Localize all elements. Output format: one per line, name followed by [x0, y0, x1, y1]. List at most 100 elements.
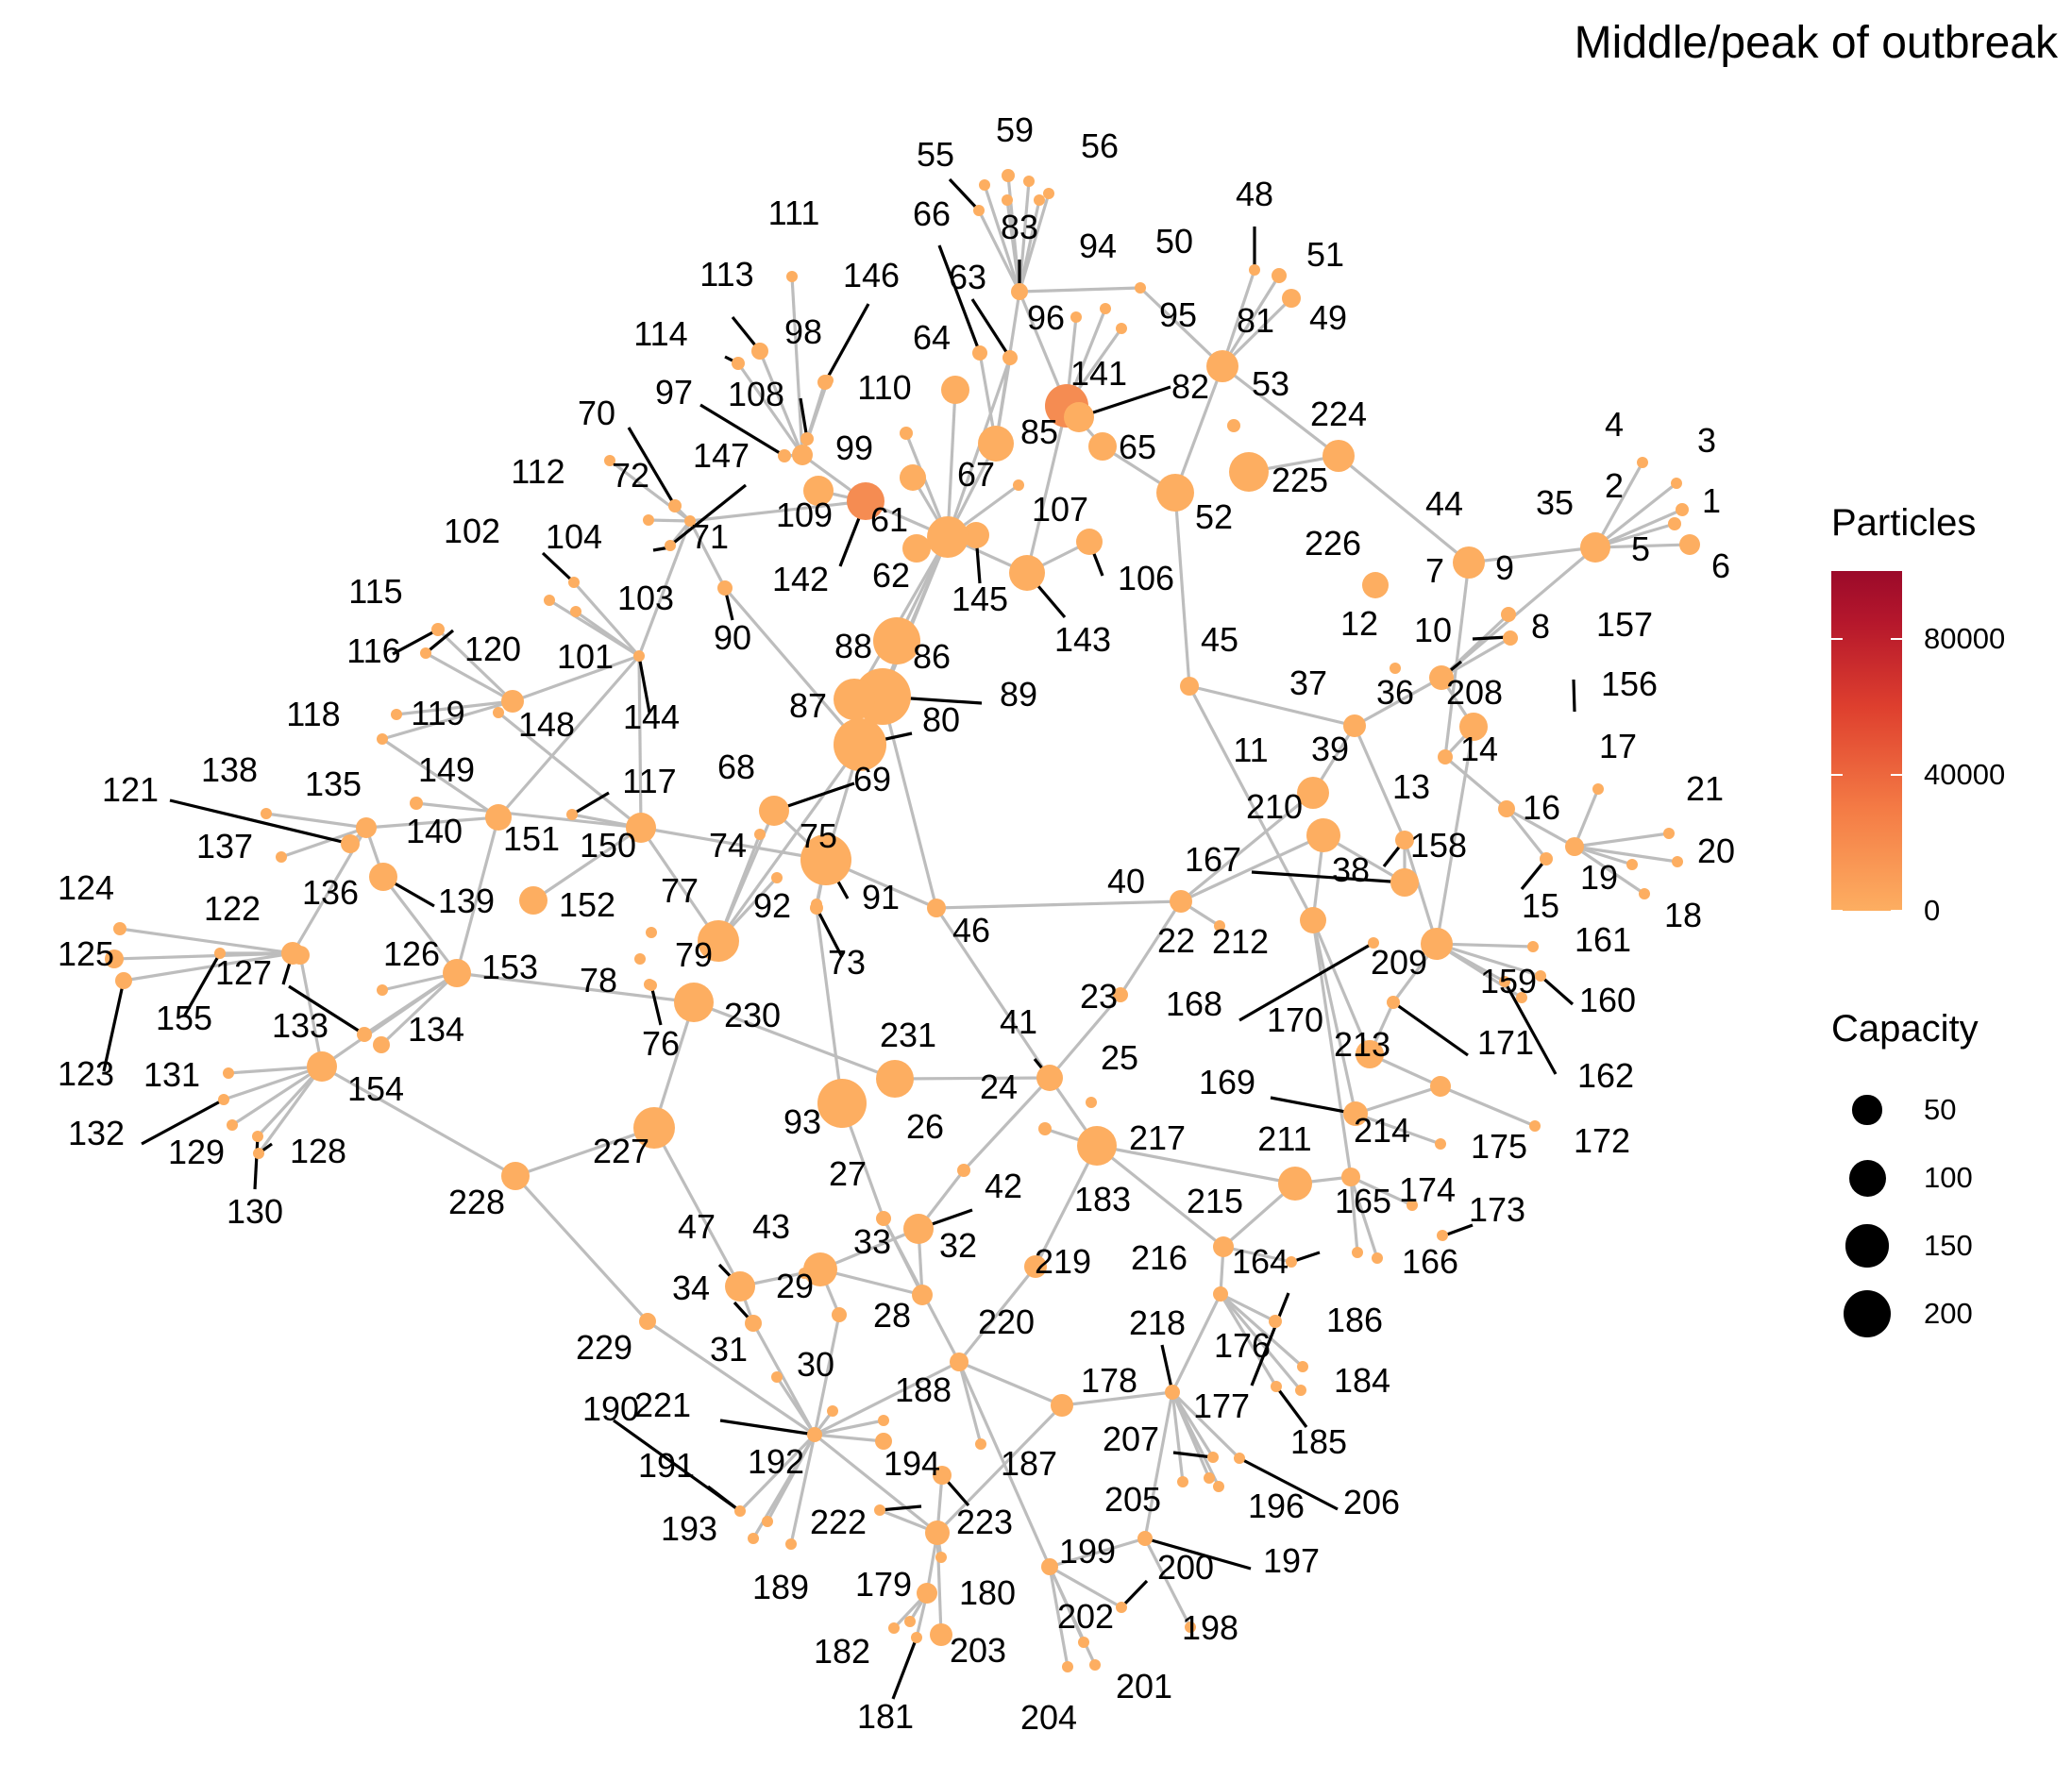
network-edge [1005, 199, 1021, 293]
node-label-82: 82 [1171, 367, 1209, 406]
node-label-114: 114 [633, 314, 687, 353]
node-label-48: 48 [1236, 175, 1273, 213]
network-edge [1018, 180, 1031, 293]
network-edge [119, 927, 294, 955]
node-label-18: 18 [1664, 896, 1702, 934]
node-label-56: 56 [1081, 126, 1119, 165]
network-node [223, 1067, 234, 1079]
node-label-14: 14 [1460, 730, 1498, 768]
network-edge [637, 655, 643, 829]
node-label-26: 26 [906, 1107, 944, 1146]
network-node [674, 983, 714, 1022]
node-label-88: 88 [834, 627, 872, 665]
node-label-204: 204 [1020, 1698, 1077, 1737]
network-node [214, 948, 226, 959]
network-edge [815, 907, 844, 1104]
network-edge [1220, 1292, 1276, 1323]
node-label-21: 21 [1686, 769, 1724, 808]
network-node [1343, 1101, 1368, 1126]
network-node [357, 1027, 372, 1042]
label-leader-line [699, 403, 785, 458]
network-edge [935, 907, 1052, 1079]
node-label-128: 128 [290, 1132, 346, 1170]
network-node [281, 942, 304, 965]
node-label-42: 42 [985, 1167, 1022, 1205]
node-label-185: 185 [1290, 1422, 1347, 1461]
network-node [566, 809, 578, 820]
network-edge [280, 826, 367, 859]
network-node [646, 927, 657, 938]
node-label-191: 191 [638, 1446, 695, 1485]
network-edge [894, 1076, 1051, 1081]
network-node [807, 1427, 822, 1442]
node-label-51: 51 [1306, 235, 1344, 274]
node-label-49: 49 [1309, 298, 1347, 337]
node-label-32: 32 [939, 1226, 977, 1265]
node-label-62: 62 [872, 556, 910, 595]
node-label-196: 196 [1248, 1487, 1305, 1525]
network-node [1639, 888, 1650, 899]
network-node [734, 1505, 746, 1517]
network-edge [1443, 755, 1508, 811]
network-node [698, 920, 739, 962]
node-label-229: 229 [576, 1328, 632, 1367]
node-label-225: 225 [1272, 461, 1328, 499]
node-label-187: 187 [1001, 1444, 1057, 1483]
node-label-124: 124 [58, 868, 114, 907]
network-edge [1594, 543, 1691, 549]
network-edge [572, 580, 641, 658]
node-label-151: 151 [503, 819, 560, 858]
node-label-71: 71 [691, 517, 729, 556]
network-edge [1179, 791, 1315, 903]
node-label-121: 121 [102, 770, 159, 809]
network-edge [1222, 1245, 1292, 1264]
network-node [1282, 289, 1301, 308]
network-edge [977, 210, 1021, 293]
node-label-220: 220 [978, 1302, 1035, 1341]
network-node [800, 432, 814, 445]
node-label-171: 171 [1477, 1023, 1534, 1062]
network-edge [819, 1227, 919, 1271]
network-node [1078, 1637, 1089, 1648]
network-node [218, 1094, 229, 1105]
node-label-180: 180 [959, 1573, 1016, 1612]
node-label-40: 40 [1107, 862, 1145, 900]
label-leader-line [424, 629, 455, 655]
network-node [803, 1252, 837, 1286]
node-label-153: 153 [481, 948, 538, 986]
network-edge [257, 1066, 324, 1154]
network-node [978, 426, 1014, 462]
network-edge [1221, 275, 1281, 367]
node-label-23: 23 [1080, 977, 1118, 1016]
network-edge [298, 954, 324, 1067]
network-node [643, 514, 654, 526]
network-node [1295, 1385, 1306, 1396]
network-edge [775, 1376, 817, 1436]
node-label-61: 61 [870, 500, 908, 539]
node-label-170: 170 [1267, 1000, 1323, 1039]
network-node [1214, 920, 1225, 932]
network-edge [231, 1065, 323, 1127]
network-edge [514, 1174, 649, 1323]
node-label-38: 38 [1332, 850, 1370, 889]
node-label-181: 181 [857, 1697, 914, 1736]
network-node [501, 1162, 530, 1190]
node-label-53: 53 [1252, 364, 1289, 403]
node-label-113: 113 [699, 255, 753, 294]
node-label-208: 208 [1446, 673, 1503, 712]
network-node [873, 617, 920, 664]
colorbar-tick-right [1891, 910, 1902, 912]
node-label-5: 5 [1631, 529, 1650, 568]
node-label-47: 47 [678, 1207, 716, 1246]
colorbar-tick-label: 40000 [1924, 758, 2006, 791]
node-label-162: 162 [1577, 1056, 1634, 1095]
network-node [544, 595, 555, 606]
network-edge [1188, 684, 1356, 728]
node-label-97: 97 [655, 373, 693, 412]
node-label-188: 188 [895, 1370, 952, 1409]
network-node [927, 516, 969, 558]
node-label-197: 197 [1263, 1541, 1320, 1580]
network-edge [425, 651, 514, 703]
network-node [1499, 976, 1510, 987]
